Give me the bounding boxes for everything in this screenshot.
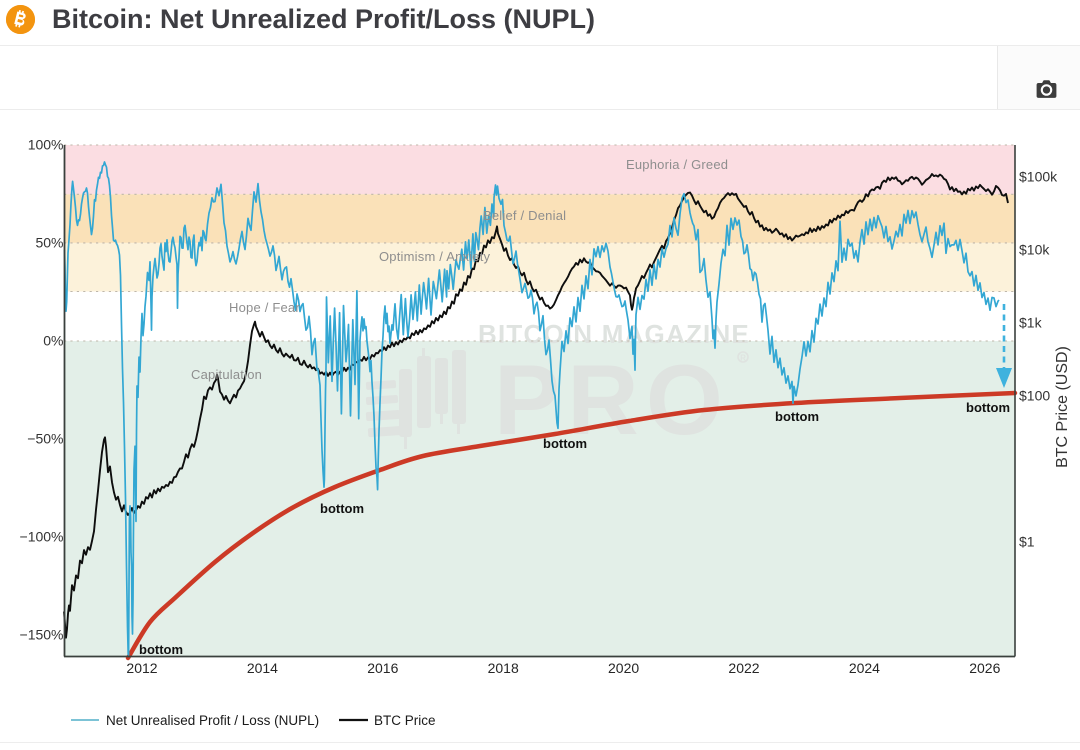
svg-text:$100k: $100k xyxy=(1019,169,1058,185)
svg-text:−50%: −50% xyxy=(27,431,63,447)
svg-text:2024: 2024 xyxy=(849,660,880,676)
svg-text:$1: $1 xyxy=(1019,534,1035,550)
svg-text:2022: 2022 xyxy=(728,660,759,676)
svg-text:−150%: −150% xyxy=(20,627,64,643)
svg-text:100%: 100% xyxy=(28,137,64,153)
svg-text:0%: 0% xyxy=(43,333,63,349)
svg-text:2026: 2026 xyxy=(969,660,1000,676)
svg-text:bottom: bottom xyxy=(775,409,819,424)
svg-text:bottom: bottom xyxy=(320,501,364,516)
svg-text:Belief / Denial: Belief / Denial xyxy=(483,208,566,223)
svg-text:BTC Price: BTC Price xyxy=(374,713,436,728)
svg-text:−100%: −100% xyxy=(20,529,64,545)
svg-text:2014: 2014 xyxy=(247,660,278,676)
svg-text:Capitulation: Capitulation xyxy=(191,367,262,382)
svg-text:bottom: bottom xyxy=(966,400,1010,415)
svg-text:bottom: bottom xyxy=(139,642,183,657)
svg-text:50%: 50% xyxy=(35,235,63,251)
svg-text:Euphoria / Greed: Euphoria / Greed xyxy=(626,157,728,172)
svg-text:$1k: $1k xyxy=(1019,315,1043,331)
svg-text:R: R xyxy=(740,354,746,363)
svg-text:$100: $100 xyxy=(1019,388,1050,404)
svg-text:bottom: bottom xyxy=(543,436,587,451)
svg-text:2012: 2012 xyxy=(126,660,157,676)
svg-text:Net Unrealised Profit / Loss (: Net Unrealised Profit / Loss (NUPL) xyxy=(106,713,319,728)
svg-text:BTC Price (USD): BTC Price (USD) xyxy=(1054,346,1071,468)
svg-text:Hope / Fear: Hope / Fear xyxy=(229,300,300,315)
svg-text:2020: 2020 xyxy=(608,660,639,676)
svg-text:Optimism / Anxiety: Optimism / Anxiety xyxy=(379,249,491,264)
svg-text:BITCOIN MAGAZINE: BITCOIN MAGAZINE xyxy=(478,319,750,349)
svg-text:2018: 2018 xyxy=(488,660,519,676)
svg-text:$10k: $10k xyxy=(1019,242,1050,258)
svg-text:2016: 2016 xyxy=(367,660,398,676)
